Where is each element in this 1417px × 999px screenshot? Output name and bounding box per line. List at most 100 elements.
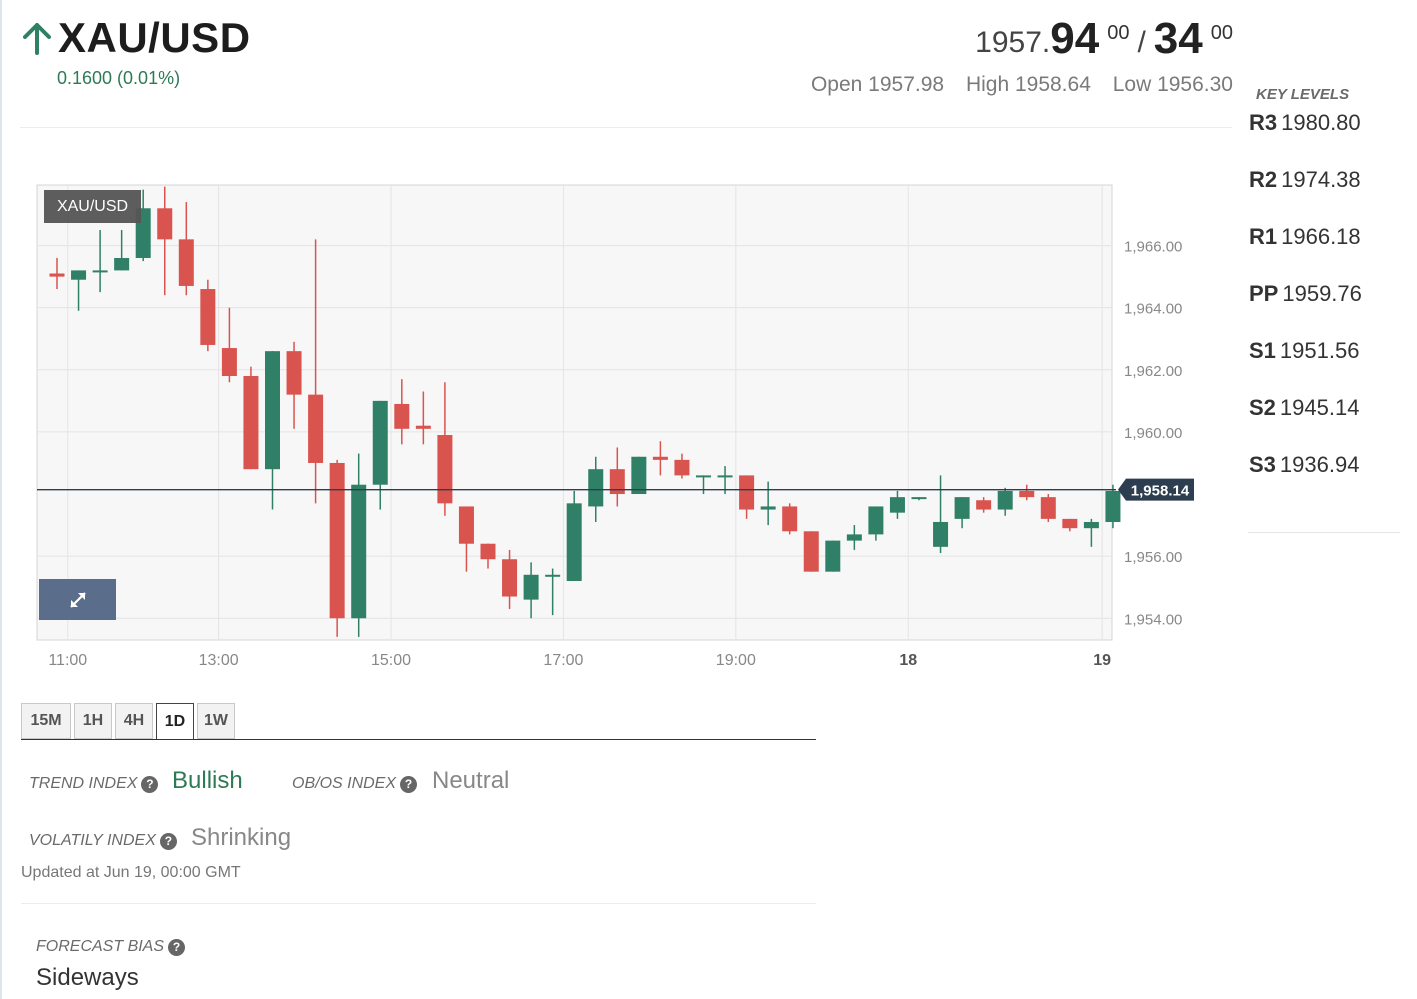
candle-down — [200, 289, 216, 345]
candle-down — [49, 273, 65, 277]
candle-up — [760, 506, 776, 510]
key-level-r1: R1 1966.18 — [1249, 220, 1401, 277]
x-tick-label: 11:00 — [48, 652, 87, 669]
candlestick-chart[interactable]: 1,958.14 1,966.00 1,964.00 1,962.00 1,960.00… — [0, 0, 1240, 690]
candle-up — [588, 469, 604, 507]
candle-up — [825, 540, 841, 572]
key-level-name: PP — [1249, 281, 1279, 306]
help-icon[interactable]: ? — [141, 775, 159, 793]
key-level-name: R2 — [1249, 167, 1278, 192]
candle-up — [351, 484, 367, 619]
candle-down — [221, 348, 237, 377]
candle-down — [243, 376, 259, 470]
forecast-bias-value: Sideways — [36, 964, 139, 991]
tab-1d[interactable]: 1D — [156, 703, 194, 739]
x-tick-label: 13:00 — [199, 652, 239, 669]
y-tick-label: 1,964.00 — [1124, 301, 1182, 318]
candle-up — [71, 270, 87, 280]
candle-down — [502, 559, 518, 597]
x-tick-label: 19 — [1093, 652, 1111, 669]
help-icon[interactable]: ? — [168, 938, 186, 956]
candle-down — [308, 394, 324, 463]
forecast-bias-label: FORECAST BIAS ? — [36, 938, 186, 956]
bid-base: 1957. — [975, 26, 1051, 59]
candle-down — [480, 543, 496, 560]
ask-sup: 00 — [1210, 22, 1233, 44]
open-value: Open 1957.98 — [810, 73, 945, 96]
candle-down — [1040, 497, 1056, 519]
key-level-value: 1959.76 — [1282, 281, 1362, 306]
expand-icon — [69, 591, 86, 608]
candle-down — [458, 506, 474, 544]
current-price-label: 1,958.14 — [1131, 483, 1190, 500]
candle-down — [1062, 518, 1078, 529]
key-level-s2: S2 1945.14 — [1249, 391, 1401, 448]
bid-ask-quote: 1957. 94 00 / 34 00 — [975, 14, 1233, 64]
symbol-header: XAU/USD — [22, 14, 251, 62]
candle-up — [846, 534, 862, 541]
key-level-pp: PP 1959.76 — [1249, 277, 1401, 334]
key-level-value: 1966.18 — [1281, 224, 1361, 249]
candle-up — [933, 521, 949, 547]
bid-sup: 00 — [1107, 22, 1130, 44]
candle-up — [1083, 521, 1099, 529]
key-level-name: S1 — [1249, 338, 1276, 363]
candle-up — [92, 270, 108, 273]
arrow-up-icon — [23, 23, 51, 55]
candle-up — [566, 503, 582, 581]
candle-up — [889, 497, 905, 513]
y-tick-label: 1,962.00 — [1124, 363, 1182, 380]
candle-down — [329, 462, 345, 619]
high-value: High 1958.64 — [965, 73, 1091, 96]
header-divider — [20, 127, 1232, 128]
volatility-index-text: VOLATILY INDEX — [29, 832, 156, 849]
key-level-s3: S3 1936.94 — [1249, 448, 1401, 505]
candle-up — [631, 456, 647, 495]
candle-down — [157, 208, 173, 240]
candle-down — [976, 500, 992, 510]
expand-chart-button[interactable] — [39, 579, 116, 620]
key-levels-panel: KEY LEVELS R3 1980.80 R2 1974.38 R1 1966.18… — [1249, 86, 1401, 505]
candle-up — [954, 497, 970, 519]
tab-15m[interactable]: 15M — [21, 703, 71, 739]
key-levels-divider — [1248, 532, 1400, 533]
candle-down — [674, 459, 690, 476]
candle-up — [1105, 490, 1121, 522]
key-level-value: 1936.94 — [1279, 452, 1360, 477]
candle-down — [437, 435, 453, 504]
tab-4h[interactable]: 4H — [115, 703, 153, 739]
bid-big: 94 — [1050, 14, 1100, 63]
trend-index-label: TREND INDEX ? — [29, 775, 159, 793]
candle-down — [286, 351, 302, 395]
candle-up — [717, 475, 733, 478]
left-edge-border — [0, 0, 2, 999]
candle-down — [394, 403, 410, 429]
candle-down — [1019, 490, 1035, 498]
key-level-value: 1980.80 — [1281, 110, 1361, 135]
x-tick-label: 17:00 — [543, 652, 583, 669]
timeframe-tabs: 15M 1H 4H 1D 1W — [21, 703, 238, 739]
tab-1h[interactable]: 1H — [74, 703, 112, 739]
current-price-tag — [1118, 478, 1194, 501]
candle-up — [265, 351, 280, 470]
ohl-values: Open 1957.98 High 1958.64 Low 1956.30 — [795, 73, 1233, 97]
help-icon[interactable]: ? — [159, 832, 177, 850]
x-tick-label: 15:00 — [371, 652, 411, 669]
x-tick-label: 18 — [899, 652, 917, 669]
key-levels-title: KEY LEVELS — [1256, 86, 1350, 103]
candle-down — [803, 531, 819, 572]
y-tick-label: 1,954.00 — [1124, 611, 1182, 628]
candle-down — [652, 456, 668, 460]
key-level-name: S3 — [1249, 452, 1276, 477]
help-icon[interactable]: ? — [400, 775, 418, 793]
candle-up — [372, 400, 388, 485]
key-level-name: R1 — [1249, 224, 1278, 249]
key-level-r2: R2 1974.38 — [1249, 163, 1401, 220]
obos-index-value: Neutral — [432, 767, 510, 794]
candle-up — [997, 490, 1013, 510]
tab-1w[interactable]: 1W — [197, 703, 235, 739]
candle-down — [609, 469, 625, 495]
candle-up — [696, 475, 711, 478]
candle-up — [545, 574, 561, 577]
bid-ask-separator: / — [1137, 26, 1146, 59]
